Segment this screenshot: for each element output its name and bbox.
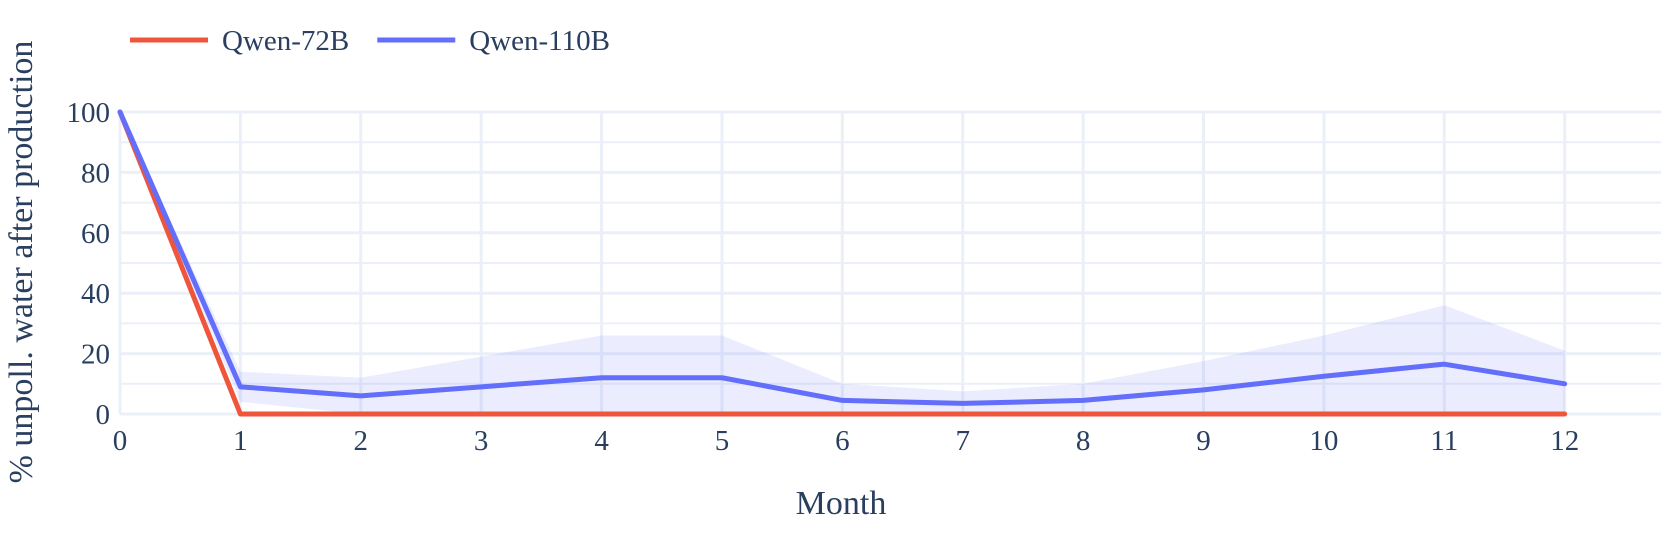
x-tick-label: 3 <box>474 425 489 457</box>
x-tick-label: 2 <box>354 425 369 457</box>
x-tick-label: 0 <box>113 425 128 457</box>
y-tick-label: 20 <box>81 339 110 371</box>
x-tick-label: 12 <box>1550 425 1579 457</box>
series-line-qwen-110b <box>117 109 1568 406</box>
band-layer <box>120 112 1565 414</box>
band-qwen-110b <box>120 112 1565 414</box>
grid-layer <box>118 110 1661 416</box>
y-tick-label: 100 <box>67 97 111 129</box>
legend-label: Qwen-72B <box>222 25 349 57</box>
legend-item-qwen-72b[interactable]: Qwen-72B <box>130 25 349 57</box>
x-tick-label: 11 <box>1430 425 1458 457</box>
x-tick-label: 6 <box>835 425 850 457</box>
x-axis-title: Month <box>796 485 887 522</box>
x-tick-label: 8 <box>1076 425 1091 457</box>
line-layer <box>117 109 1568 417</box>
y-tick-label: 40 <box>81 278 110 310</box>
series-line-qwen-72b <box>117 109 1568 417</box>
y-tick-label: 60 <box>81 218 110 250</box>
legend-item-qwen-110b[interactable]: Qwen-110B <box>377 25 610 57</box>
legend-label: Qwen-110B <box>469 25 610 57</box>
y-axis-title: % unpoll. water after production <box>3 41 40 484</box>
x-tick-label: 5 <box>715 425 730 457</box>
x-tick-label: 10 <box>1309 425 1338 457</box>
x-tick-label: 1 <box>233 425 248 457</box>
legend[interactable]: Qwen-72B Qwen-110B <box>130 25 610 57</box>
x-tick-label: 9 <box>1196 425 1211 457</box>
x-tick-label: 4 <box>594 425 609 457</box>
x-tick-label: 7 <box>955 425 970 457</box>
y-tick-label: 0 <box>96 399 111 431</box>
y-tick-label: 80 <box>81 157 110 189</box>
